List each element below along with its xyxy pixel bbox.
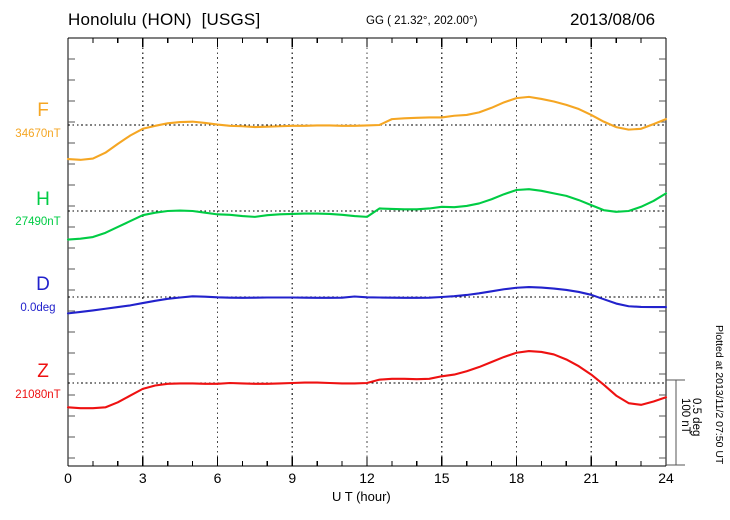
axis-ticks	[67, 38, 667, 466]
x-tick-label: 21	[583, 470, 600, 486]
x-tick-label: 18	[508, 470, 525, 486]
x-tick-label: 9	[288, 470, 297, 486]
x-axis-label: U T (hour)	[332, 489, 391, 504]
component-baseline-h: 27490nT	[15, 216, 61, 228]
component-baseline-d: 0.0deg	[20, 302, 56, 314]
gridlines	[142, 38, 592, 466]
axis-frame	[67, 37, 667, 467]
x-tick-label: 6	[213, 470, 222, 486]
component-baselines	[68, 124, 666, 384]
plotted-at-timestamp: Plotted at 2013/11/2 07:50 UT	[713, 325, 725, 465]
observation-date: 2013/08/06	[570, 10, 656, 29]
component-label-f: F	[37, 100, 49, 121]
component-baseline-f: 34670nT	[15, 128, 61, 140]
component-baseline-z: 21080nT	[15, 389, 61, 401]
x-tick-label: 24	[658, 470, 674, 486]
component-label-z: Z	[37, 361, 49, 382]
x-tick-label: 0	[64, 470, 72, 486]
scale-bar	[666, 379, 685, 466]
geographic-coordinates: GG ( 21.32°, 202.00°)	[366, 15, 478, 27]
x-tick-label: 12	[359, 470, 375, 486]
scale-bar-deg-label: 0.5 deg	[690, 398, 702, 437]
data-traces	[66, 95, 668, 410]
x-tick-label: 3	[138, 470, 147, 486]
x-tick-label: 15	[433, 470, 450, 486]
component-label-h: H	[36, 189, 50, 210]
scale-bar-nt-label: 100 nT	[679, 398, 691, 434]
station-title: Honolulu (HON) [USGS]	[68, 10, 261, 29]
component-label-d: D	[36, 274, 50, 295]
